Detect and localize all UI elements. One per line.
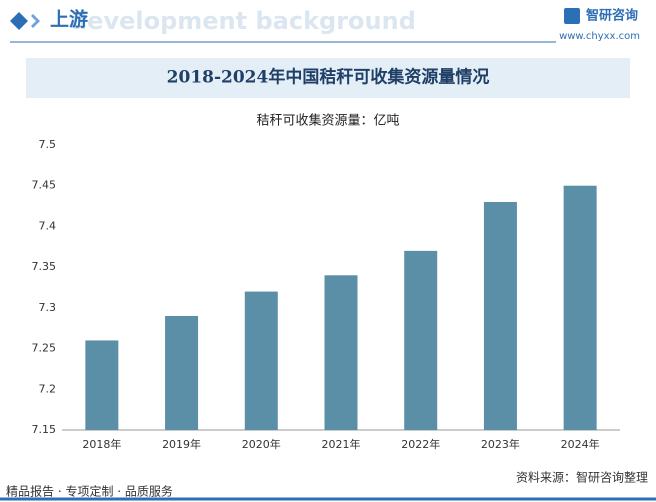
header-subtitle: development background <box>70 7 416 35</box>
brand-name: 智研咨询 <box>586 8 638 24</box>
y-axis-title: 秸秆可收集资源量：亿吨 <box>256 113 399 129</box>
bar <box>404 250 438 430</box>
x-tick-label: 2024年 <box>561 437 600 451</box>
title-band <box>26 58 630 98</box>
brand-logo <box>564 8 580 24</box>
header-icon <box>31 14 40 28</box>
brand-website: www.chyxx.com <box>559 31 640 42</box>
y-tick-label: 7.4 <box>39 219 57 232</box>
y-tick-label: 7.15 <box>32 423 57 436</box>
bar <box>165 316 199 430</box>
x-tick-label: 2020年 <box>242 437 281 451</box>
x-tick-label: 2021年 <box>322 437 361 451</box>
chart-title: 2018-2024年中国秸秆可收集资源量情况 <box>167 67 490 88</box>
x-tick-label: 2018年 <box>82 437 121 451</box>
x-tick-label: 2019年 <box>162 437 201 451</box>
y-tick-label: 7.2 <box>39 382 57 395</box>
bar <box>483 202 517 430</box>
bar <box>85 340 119 430</box>
bar <box>563 185 597 430</box>
y-tick-label: 7.35 <box>32 260 57 273</box>
footer-source: 资料来源：智研咨询整理 <box>516 470 648 485</box>
footer-slogan: 精品报告 · 专项定制 · 品质服务 <box>6 484 173 499</box>
plot: 7.15 7.2 7.25 7.3 7.35 7.4 7.45 7.5 2018年 2019年 20… <box>32 138 620 451</box>
y-tick-label: 7.45 <box>32 179 57 192</box>
x-tick-label: 2023年 <box>481 437 520 451</box>
y-tick-label: 7.3 <box>39 301 57 314</box>
y-tick-label: 7.5 <box>39 138 57 151</box>
header-icon <box>10 12 28 30</box>
y-tick-label: 7.25 <box>32 342 57 355</box>
header-section: 上游 <box>50 8 88 31</box>
bar <box>244 291 278 430</box>
x-tick-label: 2022年 <box>401 437 440 451</box>
bar <box>324 275 358 430</box>
